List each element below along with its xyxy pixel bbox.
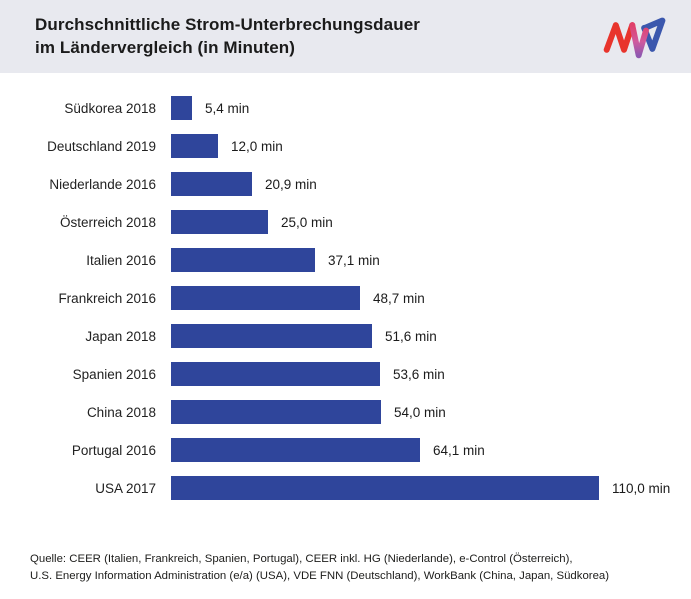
bar: [171, 438, 420, 462]
category-label: Portugal 2016: [71, 442, 156, 458]
bar: [171, 172, 252, 196]
value-label: 64,1 min: [433, 442, 485, 458]
value-label: 48,7 min: [373, 290, 425, 306]
bar-chart: Südkorea 2018 5,4 min Deutschland 2019 12,0…: [0, 73, 691, 507]
bar: [171, 96, 192, 120]
source-note: Quelle: CEER (Italien, Frankreich, Spani…: [30, 551, 671, 585]
chart-row: Österreich 2018 25,0 min: [30, 203, 691, 241]
category-label: China 2018: [86, 404, 156, 420]
chart-row: Deutschland 2019 12,0 min: [30, 127, 691, 165]
chart-row: Japan 2018 51,6 min: [30, 317, 691, 355]
value-label: 20,9 min: [265, 176, 317, 192]
chart-row: Portugal 2016 64,1 min: [30, 431, 691, 469]
category-label: Österreich 2018: [59, 214, 156, 230]
chart-row: USA 2017 110,0 min: [30, 469, 691, 507]
chart-row: Niederlande 2016 20,9 min: [30, 165, 691, 203]
value-label: 53,6 min: [393, 366, 445, 382]
chart-rows: Südkorea 2018 5,4 min Deutschland 2019 12,0…: [30, 89, 691, 507]
chart-row: Italien 2016 37,1 min: [30, 241, 691, 279]
bar: [171, 324, 372, 348]
category-label: Südkorea 2018: [64, 100, 156, 116]
category-label: Spanien 2016: [72, 366, 156, 382]
bar: [171, 134, 218, 158]
source-line2: U.S. Energy Information Administration (…: [30, 569, 610, 582]
category-label: Japan 2018: [85, 328, 156, 344]
bar: [171, 248, 315, 272]
chart-row: Frankreich 2016 48,7 min: [30, 279, 691, 317]
category-label: Frankreich 2016: [58, 290, 156, 306]
source-line1: Quelle: CEER (Italien, Frankreich, Spani…: [30, 552, 573, 565]
category-label: USA 2017: [95, 480, 156, 496]
page-title-line1: Durchschnittliche Strom-Unterbrechungsda…: [35, 14, 420, 34]
value-label: 54,0 min: [394, 404, 446, 420]
category-label: Deutschland 2019: [47, 138, 156, 154]
chart-row: Spanien 2016 53,6 min: [30, 355, 691, 393]
value-label: 37,1 min: [328, 252, 380, 268]
value-label: 51,6 min: [385, 328, 437, 344]
bar: [171, 400, 381, 424]
category-label: Italien 2016: [86, 252, 156, 268]
bar: [171, 210, 268, 234]
chart-row: China 2018 54,0 min: [30, 393, 691, 431]
bar: [171, 286, 360, 310]
mvv-logo-icon: [603, 17, 666, 58]
value-label: 12,0 min: [231, 138, 283, 154]
value-label: 5,4 min: [205, 100, 250, 116]
page-title-line2: im Ländervergleich (in Minuten): [35, 37, 296, 57]
chart-row: Südkorea 2018 5,4 min: [30, 89, 691, 127]
header-band: Durchschnittliche Strom-Unterbrechungsda…: [0, 0, 691, 73]
value-label: 25,0 min: [281, 214, 333, 230]
bar: [171, 476, 599, 500]
bar: [171, 362, 380, 386]
category-label: Niederlande 2016: [49, 176, 156, 192]
page-title: Durchschnittliche Strom-Unterbrechungsda…: [35, 14, 420, 60]
value-label: 110,0 min: [612, 480, 671, 496]
